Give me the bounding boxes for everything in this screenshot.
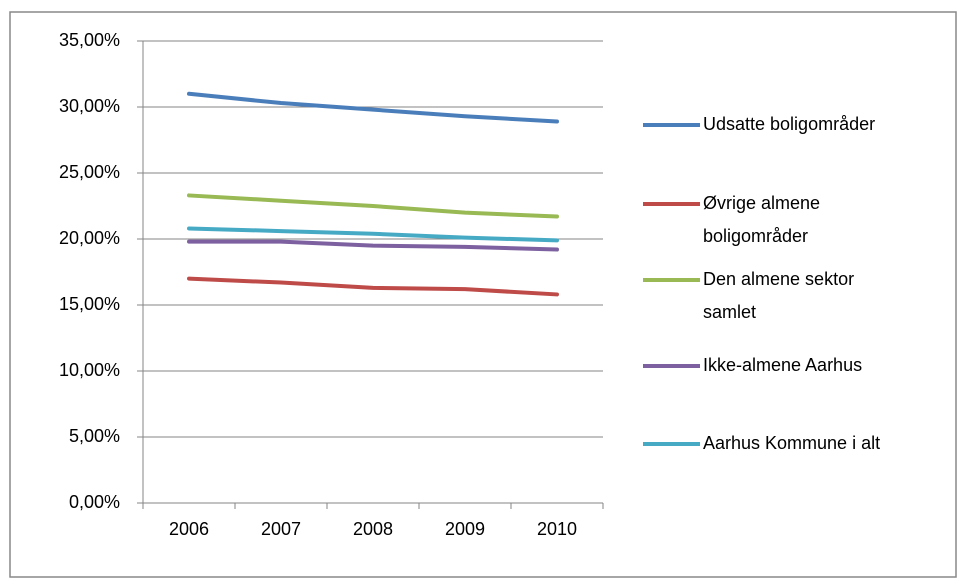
legend-item: Ikke-almene Aarhus [643,349,903,382]
y-tick-label: 35,00% [59,30,120,50]
legend-swatch [643,442,700,446]
legend-swatch [643,364,700,368]
x-tick-label: 2009 [445,519,485,539]
legend-swatch [643,202,700,206]
x-tick-label: 2006 [169,519,209,539]
y-tick-label: 0,00% [69,492,120,512]
series-line [187,276,559,297]
y-tick-label: 15,00% [59,294,120,314]
y-tick-label: 25,00% [59,162,120,182]
legend-label: Aarhus Kommune i alt [703,433,881,453]
series-line [187,239,559,252]
legend-item: Øvrige almene boligområder [643,187,903,253]
y-tick-label: 30,00% [59,96,120,116]
chart-frame [9,11,957,578]
legend-label: Udsatte boligområder [703,114,876,134]
legend-label: Den almene sektor samlet [703,269,855,322]
legend-item: Den almene sektor samlet [643,263,903,329]
y-tick-label: 20,00% [59,228,120,248]
x-tick-label: 2007 [261,519,301,539]
x-tick-label: 2010 [537,519,577,539]
legend-item: Udsatte boligområder [643,108,903,141]
legend-item: Aarhus Kommune i alt [643,427,903,460]
x-tick-label: 2008 [353,519,393,539]
series-line [187,226,559,243]
legend-swatch [643,123,700,127]
series-line [187,193,559,219]
y-tick-label: 5,00% [69,426,120,446]
legend-label: Ikke-almene Aarhus [703,355,863,375]
series-line [187,91,559,124]
legend-label: Øvrige almene boligområder [703,193,821,246]
y-tick-label: 10,00% [59,360,120,380]
legend-swatch [643,278,700,282]
